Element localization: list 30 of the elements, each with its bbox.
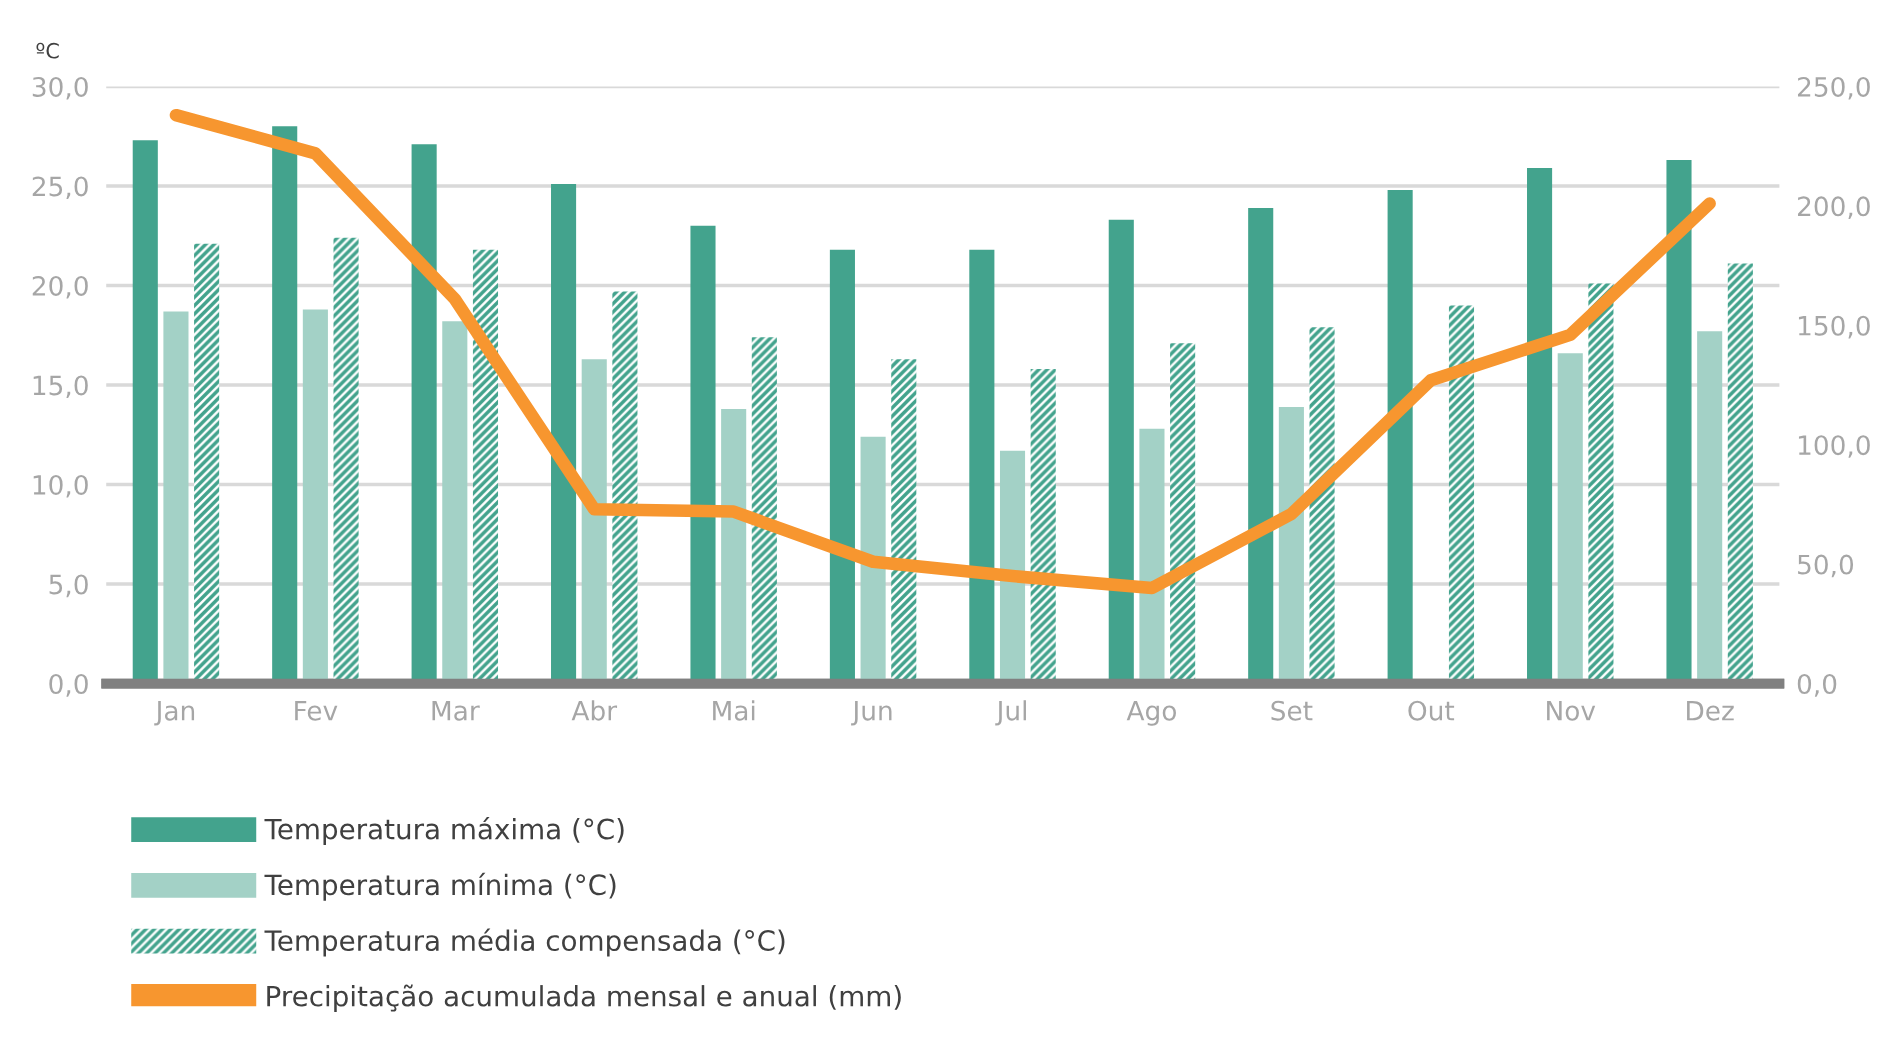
y2-tick-label: 100,0 xyxy=(1798,435,1870,458)
x-tick-label: Mai xyxy=(713,700,755,721)
legend-label: Temperatura mínima (°C) xyxy=(264,872,616,901)
y-tick-label: 20,0 xyxy=(32,275,88,299)
x-tick-label: Fev xyxy=(295,701,338,721)
x-tick-label: Nov xyxy=(1547,701,1596,721)
x-tick-label: Jun xyxy=(851,701,892,726)
x-tick-label: Out xyxy=(1408,700,1455,721)
y2-tick-label: 50,0 xyxy=(1798,554,1854,578)
y-tick-label: 25,0 xyxy=(32,176,88,200)
legend-label: Precipitação acumulada mensal e anual (mm) xyxy=(267,984,901,1012)
y-axis-title: ºC xyxy=(36,42,59,59)
y2-tick-label: 200,0 xyxy=(1797,196,1870,219)
legend-label: Temperatura média compensada (°C) xyxy=(264,928,785,957)
x-tick-label: Abr xyxy=(571,700,618,721)
y-tick-label: 0,0 xyxy=(49,673,88,697)
x-tick-label: Jan xyxy=(154,701,195,726)
x-tick-label: Jul xyxy=(995,700,1026,726)
y-tick-label: 10,0 xyxy=(33,474,88,498)
y2-tick-label: 250,0 xyxy=(1797,76,1870,100)
y-tick-label: 15,0 xyxy=(33,375,88,399)
x-tick-label: Mar xyxy=(432,701,480,721)
y2-tick-label: 0,0 xyxy=(1797,673,1837,697)
x-tick-label: Ago xyxy=(1126,701,1176,726)
y-tick-label: 5,0 xyxy=(49,574,88,598)
y-tick-label: 30,0 xyxy=(32,76,88,100)
y2-tick-label: 150,0 xyxy=(1798,315,1870,339)
x-tick-label: Dez xyxy=(1687,701,1734,721)
legend-label: Temperatura máxima (°C) xyxy=(264,816,624,845)
x-tick-label: Set xyxy=(1271,700,1313,721)
